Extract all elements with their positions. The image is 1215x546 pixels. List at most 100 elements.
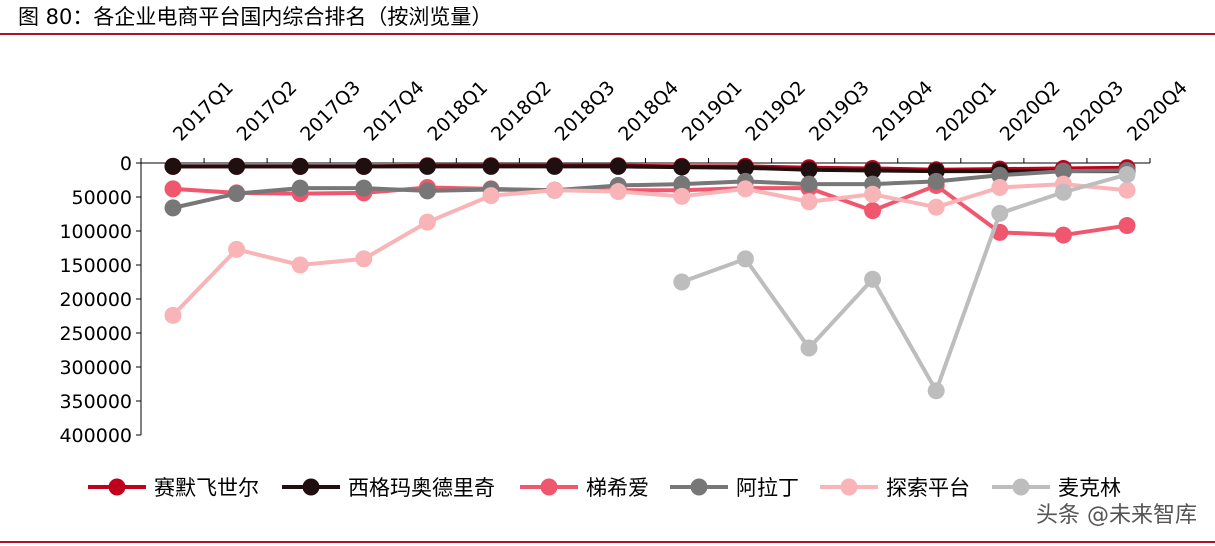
data-point [1118,166,1136,184]
data-point [864,270,882,288]
data-point [991,178,1009,196]
data-point [164,306,182,324]
legend-label: 梯希爱 [586,476,649,500]
legend-label: 赛默飞世尔 [154,476,259,500]
data-point [991,204,1009,222]
data-point [164,180,182,198]
data-point [291,179,309,197]
data-point [291,157,309,175]
x-tick-label: 2017Q1 [169,77,238,146]
x-tick-label: 2018Q1 [423,77,492,146]
legend-label: 麦克林 [1058,476,1121,500]
data-point [864,161,882,179]
data-point [800,175,818,193]
data-point [673,158,691,176]
series-lines [164,157,1136,400]
series-line [681,172,1128,393]
legend-item: 赛默飞世尔 [88,476,259,500]
y-tick-label: 100000 [59,221,132,243]
data-point [355,179,373,197]
x-tick-label: 2019Q4 [869,77,938,146]
y-tick-label: 0 [120,153,132,175]
legend-marker [840,478,858,496]
data-point [355,250,373,268]
legend-item: 西格玛奥德里奇 [282,476,495,500]
x-tick-label: 2019Q2 [741,77,810,146]
y-tick-label: 400000 [59,425,132,447]
x-tick-label: 2020Q1 [932,77,1001,146]
series-line [173,164,1127,174]
data-point [927,198,945,216]
data-point [164,199,182,217]
data-point [927,172,945,190]
legend-marker [302,478,320,496]
x-tick-label: 2019Q1 [678,77,747,146]
data-point [418,182,436,200]
data-point [355,157,373,175]
data-point [800,161,818,179]
legend-label: 西格玛奥德里奇 [348,476,495,500]
series-line [171,182,1128,317]
data-point [228,240,246,258]
title-divider [0,33,1215,35]
x-tick-label: 2020Q3 [1059,77,1128,146]
series-line [172,168,1128,210]
data-point [1054,162,1072,180]
legend-label: 阿拉丁 [736,476,799,500]
data-point [291,256,309,274]
data-point [482,187,500,205]
data-point [991,166,1009,184]
y-tick-label: 200000 [59,289,132,311]
legend-marker [540,478,558,496]
data-point [736,180,754,198]
x-tick-label: 2018Q3 [551,77,620,146]
data-point [673,187,691,205]
legend-item: 梯希爱 [520,476,649,500]
data-point [927,382,945,400]
data-point [546,181,564,199]
x-tick-label: 2017Q4 [360,77,429,146]
data-point [1054,183,1072,201]
x-tick-label: 2020Q4 [1123,77,1192,146]
data-point [1054,226,1072,244]
data-point [609,157,627,175]
series-4 [164,175,1136,324]
data-point [482,157,500,175]
legend-item: 阿拉丁 [670,476,799,500]
y-tick-label: 350000 [59,391,132,413]
data-point [673,175,691,193]
x-tick-label: 2020Q2 [996,77,1065,146]
data-point [1118,181,1136,199]
data-point [609,183,627,201]
legend: 赛默飞世尔 西格玛奥德里奇 梯希爱 阿拉丁 探索平台 麦克林 [88,476,1121,500]
legend-marker [690,478,708,496]
data-point [800,339,818,357]
data-point [673,273,691,291]
series-5 [673,166,1136,400]
y-axis: 0 50000 100000 150000 200000 250000 300000 3500… [59,153,1151,447]
data-point [800,193,818,211]
x-tick-label: 2018Q4 [614,77,683,146]
data-point [1118,217,1136,235]
x-tick-label: 2019Q3 [805,77,874,146]
legend-item: 探索平台 [820,476,970,500]
watermark-text: 头条 @未来智库 [1036,503,1197,528]
data-point [164,157,182,175]
data-point [864,185,882,203]
data-point [228,185,246,203]
series-line [172,183,1128,238]
data-point [736,250,754,268]
x-tick-label: 2017Q2 [233,77,302,146]
legend-label: 探索平台 [886,476,970,500]
y-tick-label: 250000 [59,323,132,345]
data-point [418,213,436,231]
series-1 [164,157,1136,180]
bottom-divider [0,541,1215,543]
y-tick-label: 50000 [72,187,132,209]
y-tick-label: 300000 [59,357,132,379]
legend-marker [108,478,126,496]
y-tick-label: 150000 [59,255,132,277]
x-tick-label: 2018Q2 [487,77,556,146]
legend-marker [1012,478,1030,496]
